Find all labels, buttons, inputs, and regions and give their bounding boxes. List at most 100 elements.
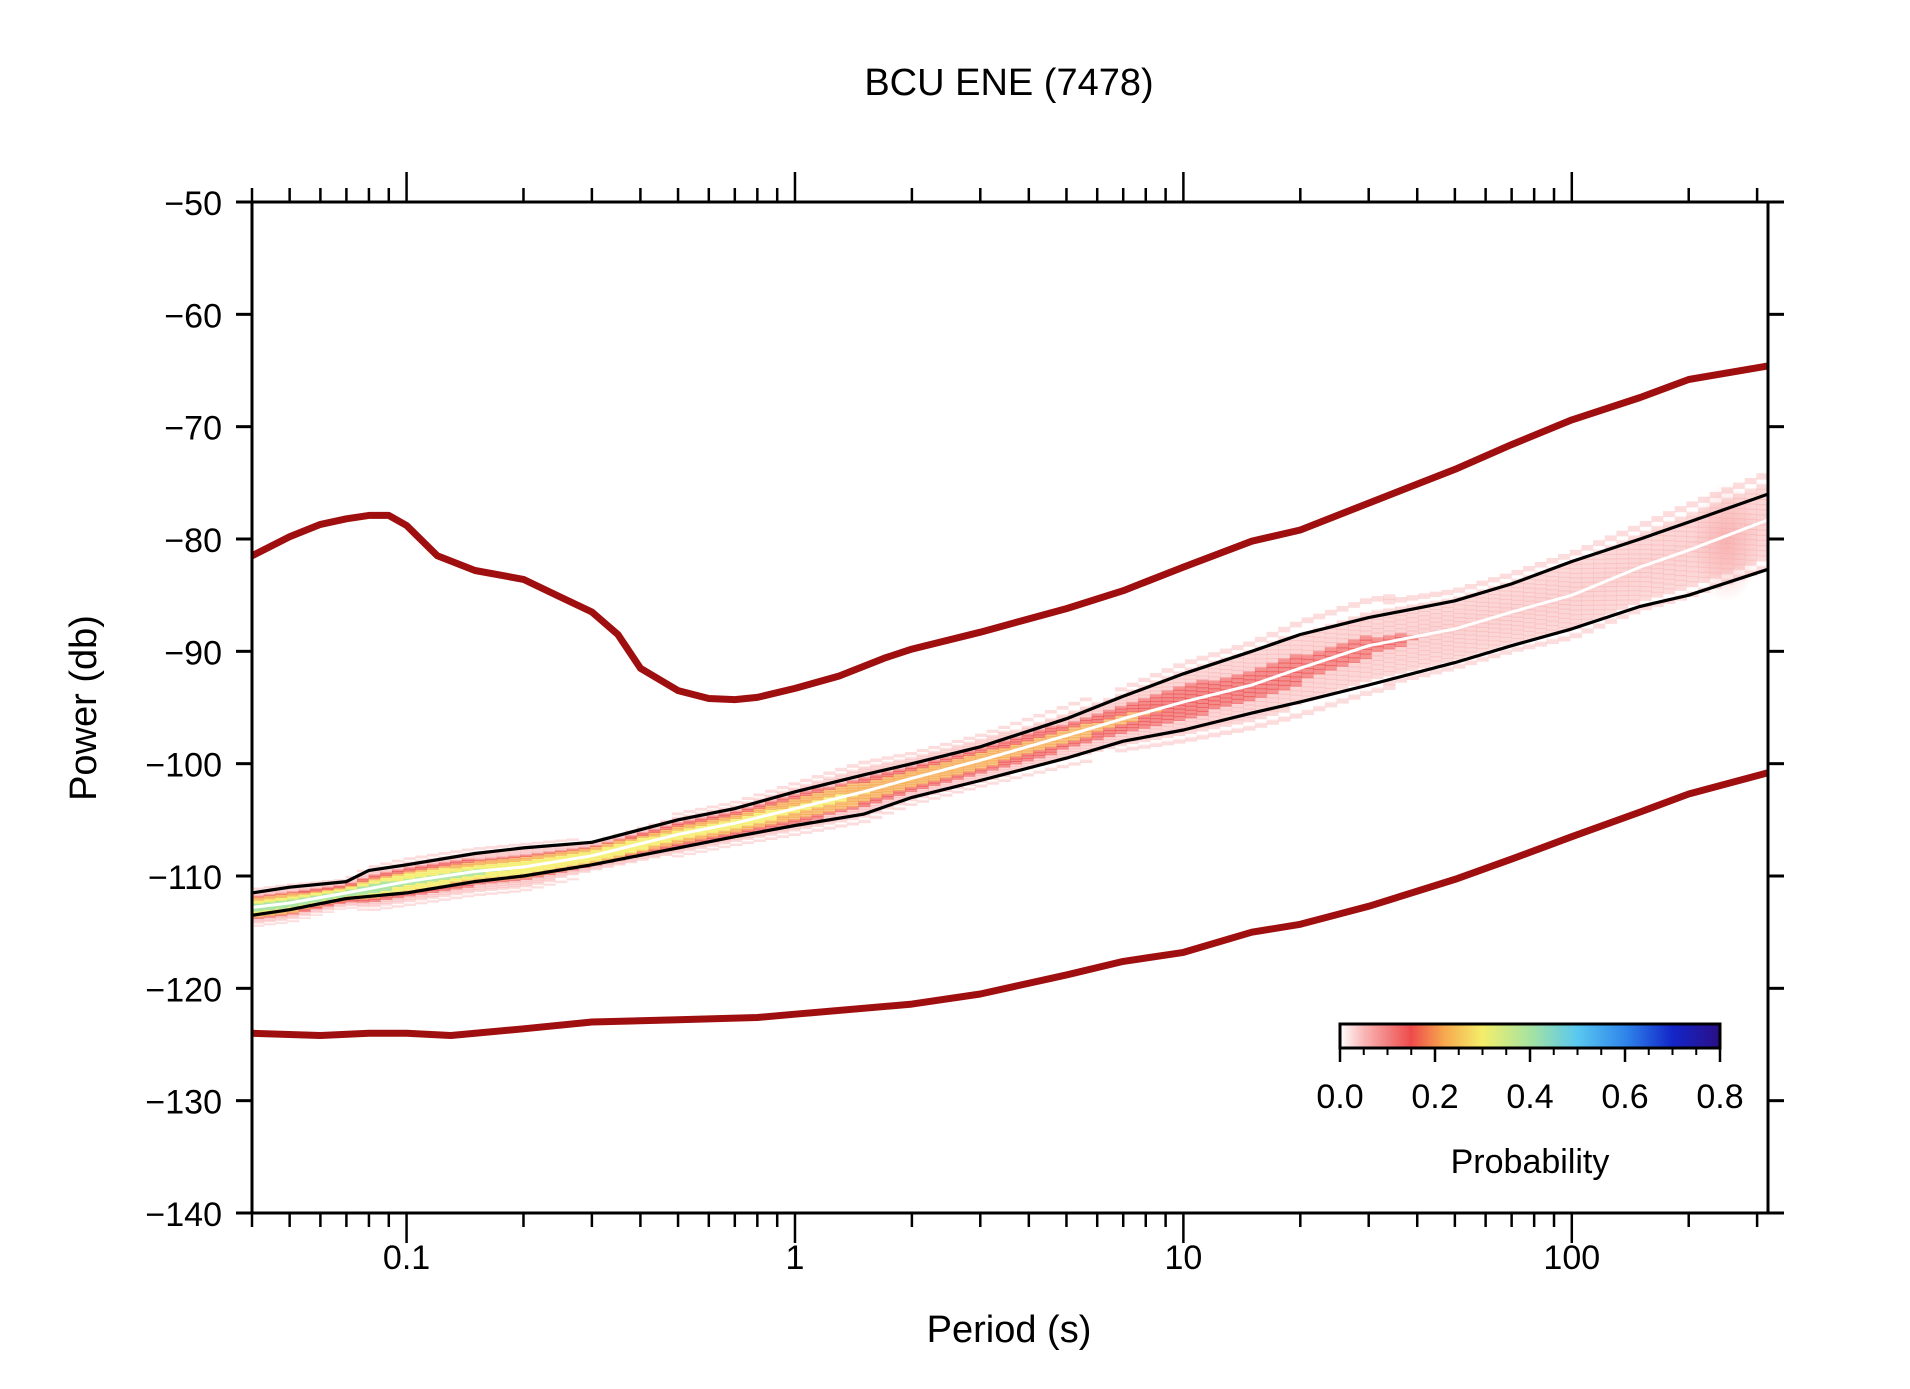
density-cell	[695, 819, 708, 823]
density-cell	[1056, 751, 1069, 755]
density-cell	[1184, 686, 1198, 692]
density-cell	[846, 782, 859, 787]
density-cell	[1068, 707, 1081, 711]
density-cell	[345, 902, 358, 905]
density-cell	[1756, 529, 1768, 536]
density-cell	[1674, 545, 1687, 552]
density-cell	[846, 769, 859, 774]
density-cell	[368, 870, 381, 874]
density-cell	[811, 789, 825, 794]
density-cell	[1010, 765, 1023, 770]
density-cell	[625, 834, 638, 838]
density-cell	[1278, 689, 1291, 695]
density-cell	[1021, 762, 1034, 767]
density-cell	[1056, 740, 1069, 745]
density-cell	[1324, 674, 1338, 680]
density-cell	[496, 862, 510, 866]
density-cell	[1103, 697, 1116, 702]
density-cell	[753, 838, 766, 842]
density-cell	[765, 819, 778, 823]
density-cell	[1231, 702, 1244, 709]
density-cell	[683, 810, 696, 813]
density-cell	[753, 803, 766, 807]
density-cell	[368, 890, 381, 893]
density-cell	[1243, 725, 1256, 731]
density-cell	[1511, 646, 1524, 652]
density-cell	[1511, 569, 1524, 576]
density-cell	[671, 837, 685, 841]
density-cell	[426, 880, 440, 884]
density-cell	[1534, 627, 1548, 634]
density-cell	[1056, 714, 1069, 718]
density-cell	[916, 748, 929, 753]
density-cell	[1149, 725, 1163, 730]
density-cell	[1616, 613, 1629, 620]
density-cell	[426, 872, 440, 876]
density-cell	[1348, 694, 1361, 700]
density-cell	[1593, 567, 1606, 574]
density-cell	[846, 785, 859, 789]
colorbar-tick-label: 0.6	[1601, 1078, 1648, 1116]
density-cell	[928, 782, 941, 786]
density-cell	[1639, 595, 1652, 601]
density-cell	[1674, 530, 1687, 537]
density-cell	[1068, 729, 1081, 733]
density-cell	[940, 747, 953, 751]
density-cell	[870, 776, 883, 781]
density-cell	[438, 882, 451, 886]
density-cell	[881, 811, 894, 815]
density-cell	[1686, 571, 1699, 578]
density-cell	[741, 821, 755, 824]
density-cell	[298, 909, 311, 912]
density-cell	[1336, 670, 1349, 677]
density-cell	[1663, 540, 1676, 547]
density-cell	[1243, 704, 1256, 710]
density-cell	[975, 781, 988, 786]
density-cell	[1639, 525, 1652, 532]
density-cell	[823, 771, 836, 775]
density-cell	[940, 749, 953, 753]
density-cell	[1021, 752, 1034, 757]
density-cell	[625, 853, 638, 857]
density-cell	[1406, 652, 1419, 658]
density-cell	[1581, 595, 1594, 602]
density-cell	[1383, 684, 1396, 691]
density-cell	[263, 898, 276, 901]
density-cell	[881, 793, 894, 798]
density-cell	[333, 897, 346, 900]
density-cell	[881, 786, 894, 790]
density-cell	[1126, 711, 1139, 716]
density-cell	[275, 907, 288, 911]
density-cell	[461, 848, 475, 852]
density-cell	[391, 878, 405, 882]
density-cell	[321, 890, 335, 893]
density-cell	[1149, 690, 1163, 695]
density-cell	[1114, 705, 1128, 710]
density-cell	[881, 806, 894, 810]
density-cell	[846, 803, 859, 808]
density-cell	[636, 835, 650, 838]
density-cell	[648, 826, 661, 830]
density-cell	[566, 869, 580, 873]
density-cell	[648, 828, 661, 832]
density-cell	[1534, 579, 1548, 586]
density-cell	[1418, 628, 1431, 634]
density-cell	[1569, 554, 1583, 561]
density-cell	[1010, 763, 1023, 767]
density-cell	[881, 763, 894, 768]
density-cell	[998, 744, 1011, 749]
density-cell	[1464, 638, 1478, 645]
density-cell	[566, 849, 580, 853]
density-cell	[566, 848, 580, 851]
density-cell	[263, 890, 276, 894]
density-cell	[1056, 745, 1069, 750]
density-cell	[1219, 677, 1233, 683]
density-cell	[800, 790, 813, 794]
density-cell	[695, 844, 708, 848]
density-cell	[590, 843, 603, 846]
density-cell	[286, 903, 300, 906]
density-cell	[1254, 713, 1268, 720]
density-cell	[531, 885, 545, 889]
density-cell	[1499, 577, 1513, 584]
density-cell	[660, 856, 673, 860]
